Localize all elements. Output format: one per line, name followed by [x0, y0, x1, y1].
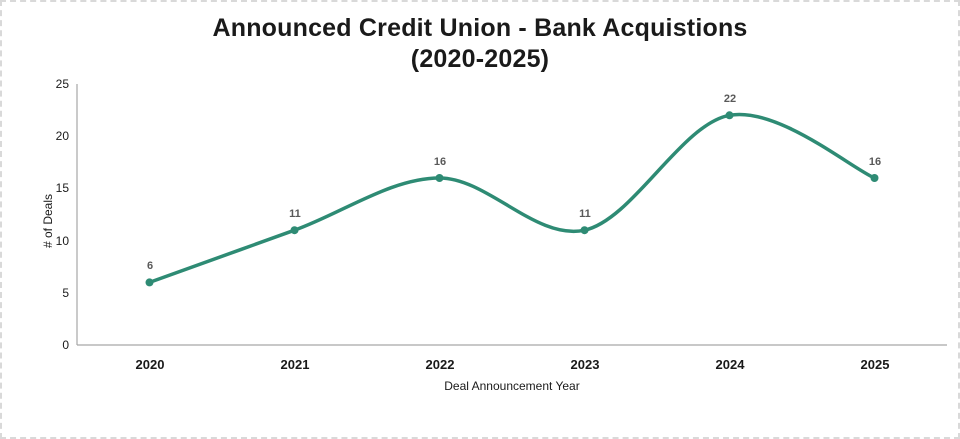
chart-title: Announced Credit Union - Bank Acquistion… [2, 13, 958, 75]
data-label-2025: 16 [868, 156, 882, 168]
y-tick-label-10: 10 [55, 234, 69, 248]
x-tick-label-2022: 2022 [425, 357, 455, 372]
x-tick-label-2023: 2023 [570, 357, 600, 372]
chart-title-line1: Announced Credit Union - Bank Acquistion… [212, 14, 748, 42]
data-point-marker-2021 [290, 226, 299, 235]
x-tick-label-2021: 2021 [280, 357, 310, 372]
data-point-marker-2025 [870, 174, 879, 182]
data-label-2023: 11 [579, 208, 591, 220]
data-label-2022: 16 [433, 156, 447, 168]
x-tick-label-2024: 2024 [715, 357, 745, 372]
series-line [147, 112, 877, 285]
data-label-2020: 6 [146, 260, 154, 272]
x-axis-title: Deal Announcement Year [444, 379, 580, 393]
y-tick-label-20: 20 [55, 129, 69, 143]
y-tick-label-0: 0 [62, 338, 69, 352]
chart-title-line2: (2020-2025) [410, 45, 550, 73]
y-tick-label-5: 5 [62, 286, 69, 300]
data-label-2021: 11 [289, 208, 301, 220]
y-tick-label-15: 15 [55, 181, 69, 195]
data-point-marker-2020 [145, 278, 154, 287]
x-tick-label-2020: 2020 [135, 357, 165, 372]
y-tick-label-25: 25 [55, 77, 69, 91]
data-point-marker-2022 [435, 174, 444, 182]
data-point-marker-2023 [580, 226, 589, 235]
data-label-2024: 22 [723, 93, 737, 105]
data-point-marker-2024 [725, 111, 734, 120]
x-tick-label-2025: 2025 [860, 357, 890, 372]
